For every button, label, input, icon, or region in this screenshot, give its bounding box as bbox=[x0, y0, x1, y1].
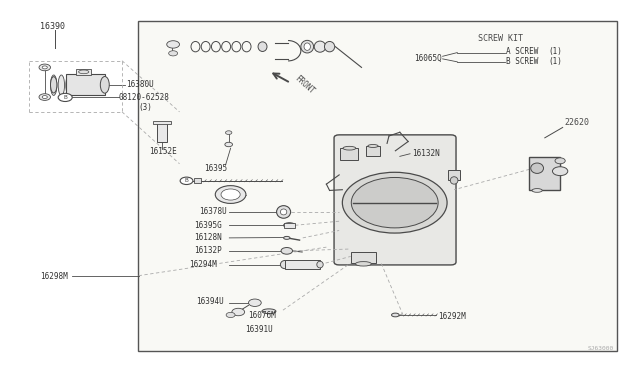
Circle shape bbox=[169, 51, 177, 56]
Ellipse shape bbox=[100, 77, 109, 93]
Ellipse shape bbox=[66, 75, 72, 95]
Circle shape bbox=[167, 41, 179, 48]
Text: A SCREW: A SCREW bbox=[506, 47, 539, 56]
Text: 16390: 16390 bbox=[40, 22, 65, 31]
Bar bbox=[340, 148, 358, 160]
Circle shape bbox=[42, 96, 47, 99]
Circle shape bbox=[555, 158, 565, 164]
Text: 16076M: 16076M bbox=[248, 311, 276, 320]
Text: 16394U: 16394U bbox=[196, 297, 224, 306]
Text: 16152E: 16152E bbox=[150, 147, 177, 155]
Text: 16132P: 16132P bbox=[194, 246, 222, 255]
Ellipse shape bbox=[276, 206, 291, 218]
Text: SJ63000: SJ63000 bbox=[588, 346, 614, 351]
Circle shape bbox=[342, 172, 447, 233]
Ellipse shape bbox=[280, 260, 289, 269]
Circle shape bbox=[225, 131, 232, 135]
Circle shape bbox=[226, 312, 235, 318]
Text: 16292M: 16292M bbox=[438, 312, 466, 321]
Bar bbox=[153, 121, 171, 124]
Circle shape bbox=[58, 93, 72, 102]
Text: 16391U: 16391U bbox=[244, 325, 273, 334]
Ellipse shape bbox=[301, 40, 314, 53]
Text: 08120-62528: 08120-62528 bbox=[119, 93, 170, 102]
Bar bbox=[284, 223, 295, 228]
Circle shape bbox=[180, 177, 193, 185]
Text: (1): (1) bbox=[548, 47, 563, 56]
Circle shape bbox=[39, 64, 51, 71]
Ellipse shape bbox=[51, 75, 57, 95]
Bar bbox=[67, 74, 105, 95]
Ellipse shape bbox=[355, 262, 371, 266]
Ellipse shape bbox=[451, 177, 458, 184]
FancyBboxPatch shape bbox=[334, 135, 456, 265]
Ellipse shape bbox=[531, 163, 543, 173]
Text: 16395: 16395 bbox=[204, 164, 227, 173]
Bar bbox=[193, 178, 201, 183]
Text: FRONT: FRONT bbox=[292, 74, 316, 96]
Circle shape bbox=[351, 177, 438, 228]
Text: 16298M: 16298M bbox=[40, 272, 68, 281]
Text: 22620: 22620 bbox=[564, 118, 589, 127]
Ellipse shape bbox=[79, 70, 89, 74]
Circle shape bbox=[39, 94, 51, 100]
Text: 16294M: 16294M bbox=[189, 260, 217, 269]
Ellipse shape bbox=[368, 144, 378, 147]
Ellipse shape bbox=[215, 186, 246, 203]
Bar bbox=[448, 170, 461, 180]
Circle shape bbox=[248, 299, 261, 307]
Ellipse shape bbox=[317, 261, 323, 268]
Ellipse shape bbox=[221, 189, 240, 200]
Text: 16065Q: 16065Q bbox=[415, 54, 442, 63]
Ellipse shape bbox=[280, 209, 287, 215]
Text: B: B bbox=[63, 95, 67, 100]
Circle shape bbox=[281, 247, 292, 254]
Bar bbox=[285, 260, 320, 269]
Ellipse shape bbox=[343, 146, 356, 150]
Text: 16132N: 16132N bbox=[413, 149, 440, 158]
Bar bbox=[366, 146, 380, 156]
Text: 16378U: 16378U bbox=[198, 208, 227, 217]
Circle shape bbox=[552, 167, 568, 176]
Circle shape bbox=[232, 308, 244, 316]
Ellipse shape bbox=[262, 309, 276, 314]
Text: B: B bbox=[185, 178, 188, 183]
Circle shape bbox=[225, 142, 232, 147]
Text: 16380U: 16380U bbox=[127, 80, 154, 89]
Ellipse shape bbox=[314, 41, 326, 52]
Ellipse shape bbox=[58, 75, 65, 95]
Ellipse shape bbox=[284, 223, 295, 228]
Bar bbox=[138, 21, 617, 351]
Text: SCREW KIT: SCREW KIT bbox=[478, 34, 524, 43]
Ellipse shape bbox=[284, 236, 290, 239]
Text: B SCREW: B SCREW bbox=[506, 57, 539, 65]
Bar bbox=[351, 252, 376, 263]
Circle shape bbox=[42, 66, 47, 69]
Ellipse shape bbox=[304, 43, 310, 50]
Text: (3): (3) bbox=[138, 103, 152, 112]
Bar bbox=[529, 157, 560, 190]
Bar bbox=[157, 122, 167, 141]
Ellipse shape bbox=[258, 42, 267, 51]
Ellipse shape bbox=[392, 313, 399, 317]
Ellipse shape bbox=[51, 77, 57, 93]
Text: 16128N: 16128N bbox=[194, 233, 222, 243]
Bar bbox=[76, 69, 92, 75]
Ellipse shape bbox=[324, 41, 335, 52]
Text: (1): (1) bbox=[548, 57, 563, 65]
Ellipse shape bbox=[532, 189, 542, 192]
Text: 16395G: 16395G bbox=[194, 221, 222, 230]
